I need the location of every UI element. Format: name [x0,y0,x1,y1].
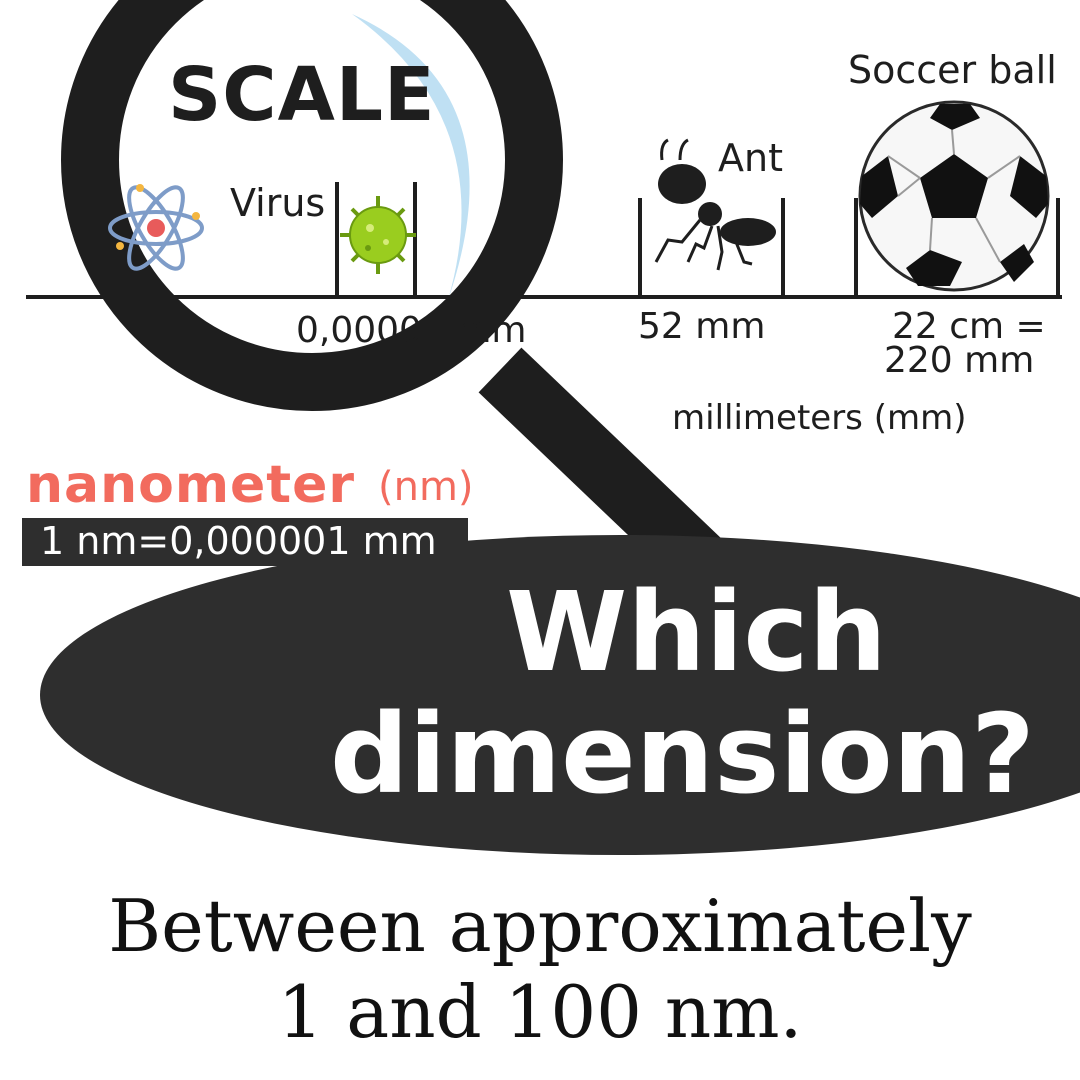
nanometer-word: nanometer [26,455,356,515]
soccer-ball-measure-line2: 220 mm [884,340,1035,381]
question-line2: dimension? [330,690,1035,818]
magnifier-icon [61,0,563,411]
ball-bracket [854,198,1060,296]
ant-label: Ant [718,136,783,180]
virus-icon [340,196,416,274]
question-blob [40,535,1080,855]
soccer-ball-label: Soccer ball [848,48,1057,92]
question-line1: Which [506,568,887,696]
atom-icon [108,184,204,271]
unit-label: millimeters (mm) [672,398,967,438]
ant-measure: 52 mm [638,306,766,347]
virus-label: Virus [230,181,326,225]
nanometer-abbr: (nm) [378,464,474,510]
ant-icon [654,138,776,271]
soccer-ball-measure-line1: 22 cm = [892,306,1046,347]
page-title: SCALE [168,52,436,138]
ant-bracket [638,198,785,296]
answer-line1: Between approximately [108,884,972,968]
nanometer-definition: 1 nm=0,000001 mm [40,519,437,563]
answer-line2: 1 and 100 nm. [277,970,803,1054]
definition-box [22,518,468,566]
virus-bracket [335,182,417,296]
virus-measure: 0,00001 mm [296,310,527,351]
soccer-ball-icon [858,100,1050,292]
lens-glare [352,14,470,300]
